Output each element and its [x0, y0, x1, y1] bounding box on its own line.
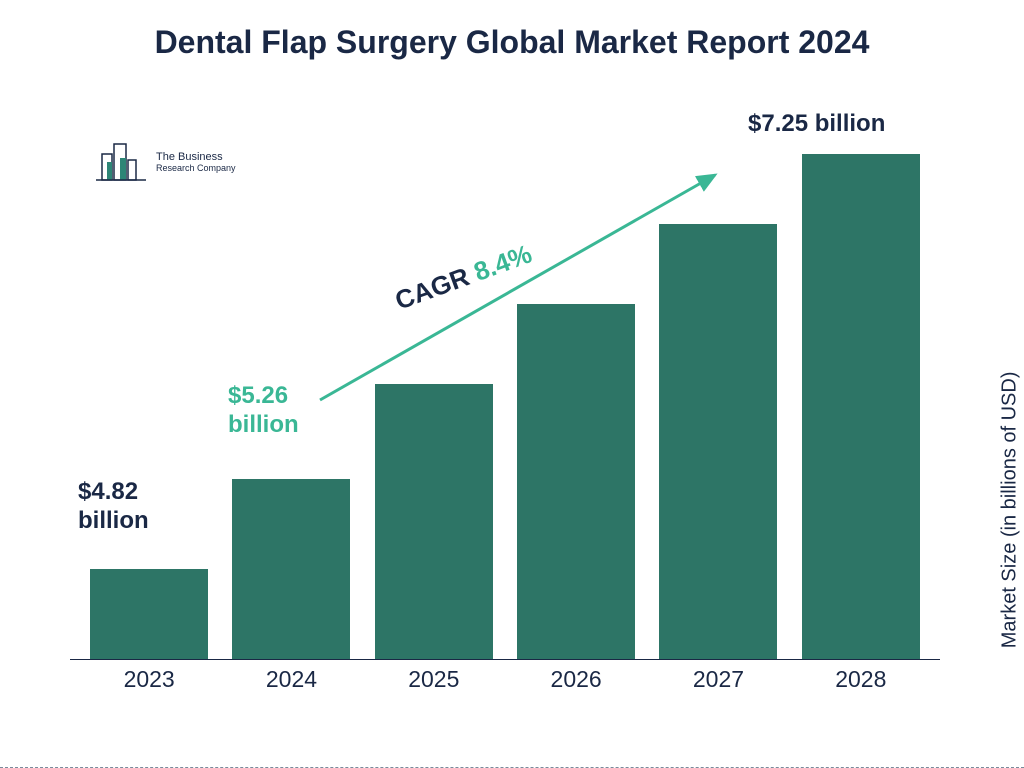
bar-wrap-2024: [231, 479, 351, 659]
bar-wrap-2025: [374, 384, 494, 659]
xlabel-0: 2023: [89, 666, 209, 693]
value-label-2023-line2: billion: [78, 507, 149, 534]
xlabel-4: 2027: [658, 666, 778, 693]
xlabel-1: 2024: [231, 666, 351, 693]
value-label-2024-line1: $5.26: [228, 382, 288, 409]
bar-2026: [517, 304, 635, 659]
value-label-2024: $5.26 billion: [228, 382, 299, 440]
chart-title: Dental Flap Surgery Global Market Report…: [0, 0, 1024, 62]
bar-2027: [659, 224, 777, 659]
value-label-2023: $4.82 billion: [78, 478, 149, 536]
bar-wrap-2027: [658, 224, 778, 659]
value-label-2024-line2: billion: [228, 411, 299, 438]
x-axis-labels: 2023 2024 2025 2026 2027 2028: [70, 666, 940, 693]
bars-container: [70, 129, 940, 659]
xlabel-3: 2026: [516, 666, 636, 693]
bar-2028: [802, 154, 920, 659]
bar-wrap-2023: [89, 569, 209, 659]
bar-2024: [232, 479, 350, 659]
xlabel-2: 2025: [374, 666, 494, 693]
bar-wrap-2028: [801, 154, 921, 659]
chart-plot: [70, 130, 940, 660]
chart-area: 2023 2024 2025 2026 2027 2028: [70, 130, 940, 690]
value-label-2023-line1: $4.82: [78, 478, 138, 505]
value-label-2028: $7.25 billion: [748, 110, 885, 139]
bar-2025: [375, 384, 493, 659]
value-label-2028-line1: $7.25 billion: [748, 110, 885, 137]
bar-2023: [90, 569, 208, 659]
xlabel-5: 2028: [801, 666, 921, 693]
y-axis-label: Market Size (in billions of USD): [999, 372, 1022, 649]
bar-wrap-2026: [516, 304, 636, 659]
